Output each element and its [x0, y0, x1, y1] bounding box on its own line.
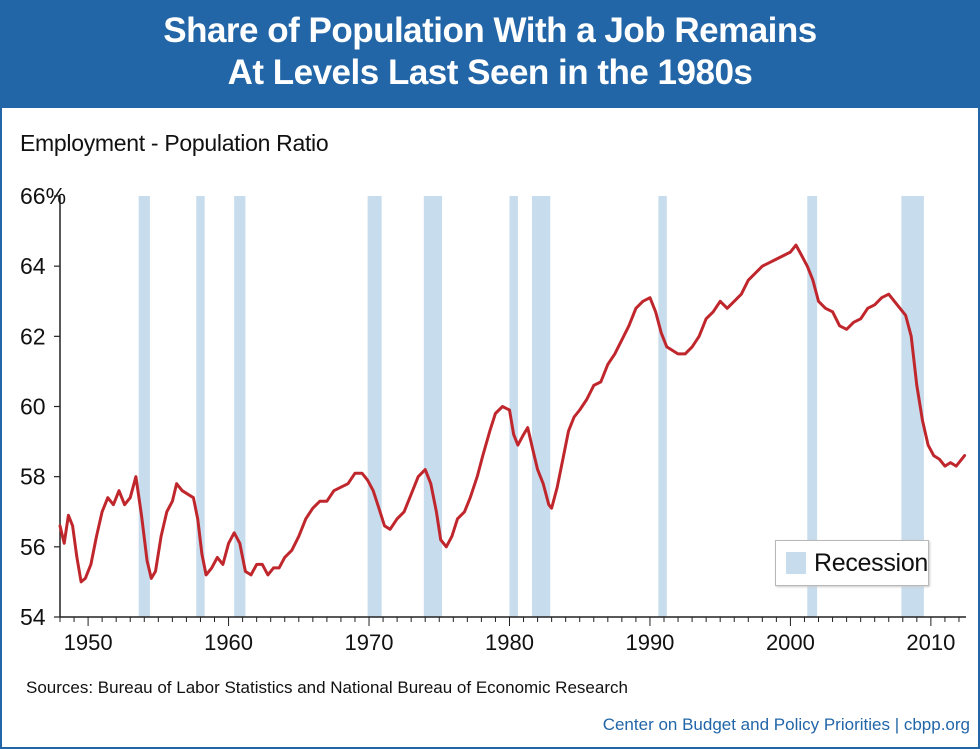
y-tick-label: 54 — [20, 604, 46, 630]
recession-band — [196, 196, 205, 617]
x-tick-label: 1950 — [64, 630, 113, 655]
legend: Recession — [775, 540, 929, 586]
recession-band — [367, 196, 382, 617]
source-note: Sources: Bureau of Labor Statistics and … — [26, 678, 628, 697]
y-tick-label: 58 — [20, 464, 46, 490]
x-tick-label: 1980 — [485, 630, 534, 655]
recession-band — [658, 196, 667, 617]
legend-recession-label: Recession — [814, 549, 929, 577]
x-tick-label: 1960 — [204, 630, 253, 655]
recession-band — [234, 196, 246, 617]
x-tick-label: 1970 — [345, 630, 394, 655]
recession-band — [531, 196, 551, 617]
recession-band — [138, 196, 150, 617]
chart-title-line-1: Share of Population With a Job Remains — [163, 11, 817, 50]
employment-ratio-line — [58, 243, 967, 584]
recession-band — [509, 196, 518, 617]
x-tick-label: 2000 — [766, 630, 815, 655]
x-tick-label: 1990 — [625, 630, 674, 655]
y-tick-label: 66% — [20, 183, 66, 209]
y-tick-label: 64 — [20, 253, 46, 279]
y-tick-label: 62 — [20, 323, 46, 349]
credit-line: Center on Budget and Policy Priorities |… — [602, 715, 970, 734]
y-tick-label: 56 — [20, 534, 46, 560]
recession-band — [423, 196, 443, 617]
x-tick-label: 2010 — [906, 630, 955, 655]
y-tick-label: 60 — [20, 394, 46, 420]
chart-header: Share of Population With a Job Remains A… — [0, 0, 980, 108]
legend-recession-swatch — [786, 552, 806, 574]
chart-title-line-2: At Levels Last Seen in the 1980s — [227, 53, 753, 92]
y-axis-label: Employment - Population Ratio — [20, 130, 329, 156]
recession-band — [807, 196, 818, 617]
recession-band — [901, 196, 924, 617]
